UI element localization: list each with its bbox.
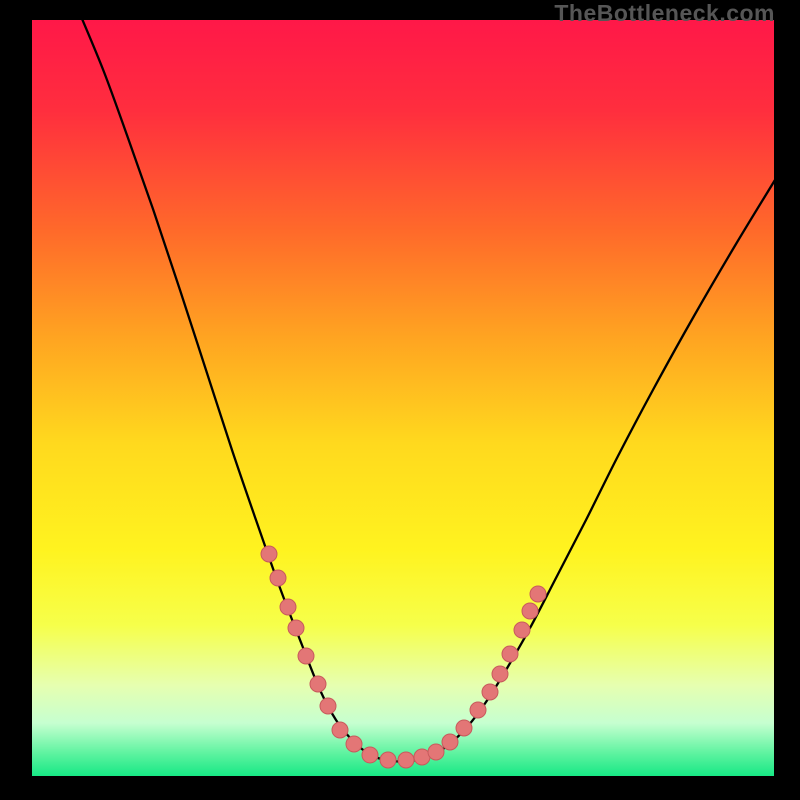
curve-marker	[270, 570, 286, 586]
curve-marker	[482, 684, 498, 700]
curve-marker	[456, 720, 472, 736]
curve-marker	[288, 620, 304, 636]
curve-marker	[280, 599, 296, 615]
curve-marker	[428, 744, 444, 760]
curve-marker	[298, 648, 314, 664]
curve-marker	[530, 586, 546, 602]
curve-marker	[442, 734, 458, 750]
curve-marker	[320, 698, 336, 714]
curve-marker	[492, 666, 508, 682]
curve-marker	[346, 736, 362, 752]
curve-marker	[398, 752, 414, 768]
curve-marker	[261, 546, 277, 562]
gradient-background	[32, 20, 774, 776]
curve-marker	[522, 603, 538, 619]
curve-marker	[362, 747, 378, 763]
curve-marker	[514, 622, 530, 638]
curve-marker	[502, 646, 518, 662]
curve-marker	[310, 676, 326, 692]
curve-marker	[332, 722, 348, 738]
watermark-text: TheBottleneck.com	[554, 0, 775, 27]
curve-marker	[380, 752, 396, 768]
curve-marker	[470, 702, 486, 718]
plot-svg	[0, 0, 800, 800]
